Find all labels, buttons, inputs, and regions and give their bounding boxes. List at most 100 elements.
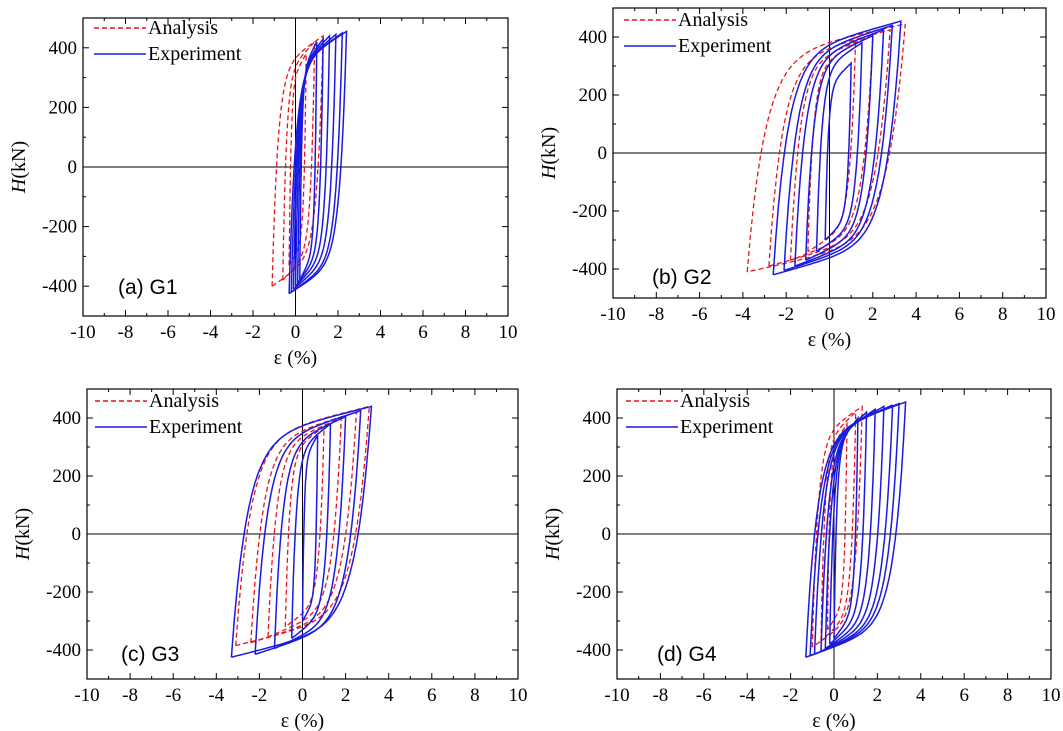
y-tick-label: -400 — [42, 276, 77, 297]
experiment-loop-6 — [828, 410, 868, 645]
y-tick-label: 400 — [579, 27, 608, 48]
y-tick-label: 0 — [598, 143, 608, 164]
y-tick-label: 200 — [579, 85, 608, 106]
y-axis-label-symbol: H — [542, 544, 564, 561]
y-tick-label: 200 — [49, 97, 78, 118]
experiment-loop-3 — [273, 415, 347, 650]
y-axis-label-unit: (kN) — [538, 127, 560, 165]
x-tick-label: 4 — [384, 685, 394, 706]
x-tick-label: 8 — [1003, 685, 1013, 706]
x-tick-label: -10 — [604, 685, 629, 706]
legend: Analysis Experiment — [95, 390, 243, 438]
x-tick-label: 4 — [911, 304, 921, 325]
y-axis-label-unit: (kN) — [12, 508, 34, 546]
x-tick-label: 4 — [376, 322, 386, 343]
x-tick-label: 10 — [499, 322, 518, 343]
x-tick-label: -2 — [251, 685, 267, 706]
series-experiment — [805, 401, 907, 658]
x-tick-label: 0 — [825, 304, 835, 325]
experiment-loop-1 — [772, 20, 902, 276]
x-tick-label: 2 — [868, 304, 878, 325]
x-axis-label: ε (%) — [274, 347, 317, 369]
legend-label-experiment: Experiment — [680, 416, 774, 438]
series-experiment — [772, 20, 902, 276]
legend-label-analysis: Analysis — [149, 390, 219, 412]
y-axis-label-symbol: H — [8, 177, 30, 194]
analysis-loop-4 — [807, 41, 857, 253]
x-tick-label: 8 — [461, 322, 471, 343]
y-tick-label: 400 — [49, 38, 78, 59]
experiment-loop-2 — [809, 402, 900, 657]
y-tick-label: -200 — [42, 217, 77, 238]
panel-label: (c) G3 — [121, 643, 179, 666]
x-tick-label: 10 — [509, 685, 528, 706]
y-axis-label: H(kN) — [538, 127, 560, 180]
y-axis-label-symbol: H — [538, 163, 560, 180]
experiment-loop-2 — [783, 24, 894, 272]
experiment-loop-3 — [813, 404, 894, 655]
y-axis-label: H(kN) — [542, 508, 564, 561]
x-tick-label: -2 — [778, 304, 794, 325]
legend-label-experiment: Experiment — [149, 416, 243, 438]
x-tick-label: -4 — [735, 304, 751, 325]
x-tick-label: 0 — [291, 322, 301, 343]
series-experiment — [288, 29, 348, 295]
y-tick-label: -200 — [46, 582, 81, 603]
y-tick-label: -200 — [576, 582, 611, 603]
x-tick-label: 6 — [418, 322, 428, 343]
experiment-loop-4 — [290, 422, 332, 639]
x-tick-label: 2 — [873, 685, 883, 706]
legend: Analysis Experiment — [624, 9, 772, 57]
legend-label-analysis: Analysis — [148, 17, 218, 39]
x-tick-label: 6 — [427, 685, 437, 706]
legend: Analysis Experiment — [94, 17, 242, 65]
y-tick-label: 0 — [72, 524, 82, 545]
x-tick-label: -10 — [600, 304, 625, 325]
series-analysis — [746, 23, 906, 273]
x-tick-label: 4 — [916, 685, 926, 706]
x-tick-label: -6 — [692, 304, 708, 325]
experiment-loop-5 — [301, 435, 319, 622]
y-tick-label: 400 — [53, 408, 82, 429]
x-tick-label: 0 — [829, 685, 839, 706]
y-axis-label-unit: (kN) — [542, 508, 564, 546]
analysis-loop-1 — [271, 34, 324, 287]
analysis-loop-1 — [811, 405, 863, 648]
analysis-loop-3 — [789, 34, 874, 261]
x-tick-label: -8 — [118, 322, 134, 343]
x-tick-label: -6 — [696, 685, 712, 706]
panel-label: (d) G4 — [657, 643, 717, 666]
x-tick-label: -4 — [208, 685, 224, 706]
experiment-loop-4 — [820, 405, 885, 653]
x-tick-label: 8 — [470, 685, 480, 706]
legend: Analysis Experiment — [626, 390, 774, 438]
legend-label-experiment: Experiment — [678, 35, 772, 57]
y-tick-label: 0 — [68, 157, 78, 178]
analysis-loop-2 — [820, 410, 857, 642]
x-tick-label: -10 — [70, 322, 95, 343]
x-axis-label: ε (%) — [808, 329, 851, 351]
x-tick-label: -8 — [648, 304, 664, 325]
experiment-loop-3 — [794, 28, 885, 267]
analysis-loop-2 — [768, 28, 891, 267]
y-axis-label-unit: (kN) — [8, 141, 30, 179]
x-tick-label: 0 — [298, 685, 308, 706]
y-tick-label: -200 — [572, 201, 607, 222]
y-axis-label-symbol: H — [12, 544, 34, 561]
y-axis-label: H(kN) — [12, 508, 34, 561]
x-tick-label: 10 — [1037, 304, 1056, 325]
experiment-loop-4 — [804, 34, 874, 261]
x-tick-label: -6 — [165, 685, 181, 706]
x-tick-label: 2 — [341, 685, 351, 706]
x-tick-label: 6 — [959, 685, 969, 706]
experiment-loop-5 — [815, 41, 863, 253]
legend-label-analysis: Analysis — [680, 390, 750, 412]
x-tick-label: 8 — [998, 304, 1008, 325]
x-tick-label: -8 — [122, 685, 138, 706]
x-tick-label: -2 — [783, 685, 799, 706]
x-tick-label: -6 — [160, 322, 176, 343]
legend-label-analysis: Analysis — [678, 9, 748, 31]
